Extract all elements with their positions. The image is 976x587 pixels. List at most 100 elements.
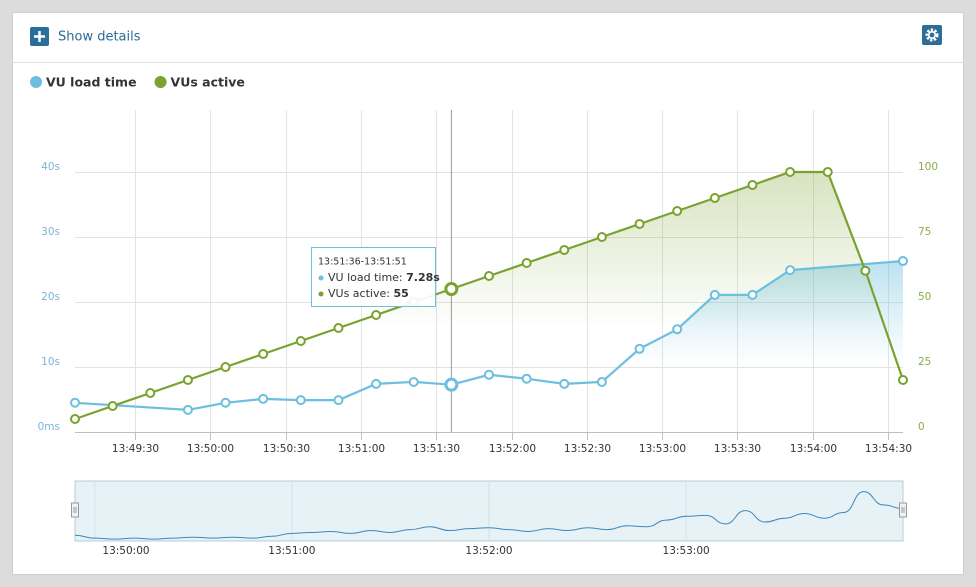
legend-label: VU load time [46,75,137,90]
show-details-label: Show details [58,30,141,45]
point [444,377,459,392]
y2-tick-label: 0 [918,421,925,433]
point [785,167,796,177]
navigator-handle[interactable] [71,502,79,518]
point [898,256,908,267]
point [371,378,382,389]
tooltip: 13:51:36-13:51:51 VU load time: 7.28s VU… [311,247,440,307]
tooltip-dot [318,291,324,297]
point [484,271,494,281]
tooltip-dot [318,275,324,281]
point [484,369,494,380]
show-details-button[interactable]: Show details [30,27,141,46]
navigator: 13:50:00 13:51:00 13:52:00 13:53:00 [71,480,907,557]
gear-ring [927,30,936,39]
y2-tick-label: 50 [918,291,931,303]
navigator-handle[interactable] [899,502,907,518]
x-tick-label: 13:51:00 [338,443,385,455]
point [672,206,683,216]
x-tick-label: 13:54:30 [865,443,912,455]
y2-tick-label: 100 [918,161,938,173]
point [860,265,871,276]
plus-glyph [34,31,45,42]
x-tick-label: 13:52:30 [564,443,611,455]
navigator-tick-label: 13:50:00 [102,545,149,557]
legend-swatch [154,76,167,88]
handle-body [71,502,79,518]
handle-body [899,502,907,518]
point [747,180,758,190]
point [258,349,269,359]
point [822,167,833,177]
y-tick-label: 30s [41,226,60,238]
point [371,310,382,320]
point [70,397,80,408]
point [182,404,193,415]
y2-tick-label: 25 [918,356,931,368]
point [70,414,80,424]
y2-tick-label: 75 [918,226,931,238]
point [107,401,118,411]
point [220,397,231,408]
point [145,388,156,398]
point [295,395,306,406]
point [559,245,570,255]
tooltip-row-value: 7.28s [406,271,440,284]
tooltip-label: VUs active: 55 [328,287,409,300]
point [333,395,344,406]
navigator-tick-label: 13:51:00 [268,545,315,557]
tooltip-box [311,247,436,307]
point [182,375,193,385]
handle-grip [73,507,77,513]
navigator-line [74,491,904,540]
x-tick-label: 13:51:30 [413,443,460,455]
tooltip-row-label: VU load time: [328,271,403,284]
point [220,362,231,372]
point [444,282,459,296]
point [709,193,720,203]
point [521,258,532,268]
x-tick-label: 13:52:00 [489,443,536,455]
point [333,323,344,333]
tooltip-title: 13:51:36-13:51:51 [318,257,407,268]
y-tick-label: 0ms [38,421,60,433]
point [596,232,607,242]
point [408,376,419,387]
point [785,265,796,276]
point [634,343,645,354]
point [747,289,758,300]
navigator-tick-label: 13:52:00 [465,545,512,557]
settings-button[interactable] [922,25,942,45]
gear-icon [922,25,942,45]
y-tick-label: 20s [41,291,60,303]
point [709,289,720,300]
tooltip-row-value: 55 [393,287,408,300]
point [596,376,607,387]
x-tick-label: 13:49:30 [112,443,159,455]
y-tick-label: 40s [41,161,60,173]
point [898,375,908,385]
point [258,393,269,404]
legend: VU load time VUs active [30,75,245,90]
handle-grip [901,507,905,513]
point [634,219,645,229]
areas [75,172,903,432]
point [559,378,570,389]
gear-teeth [925,28,939,42]
series-area [75,172,903,432]
x-tick-label: 13:50:00 [187,443,234,455]
navigator-tick-label: 13:53:00 [663,545,710,557]
point [295,336,306,346]
tooltip-label: VU load time: 7.28s [328,271,440,284]
point [521,373,532,384]
x-tick-label: 13:54:00 [790,443,837,455]
tooltip-row-label: VUs active: [328,287,390,300]
lines [70,167,908,424]
y-tick-label: 10s [41,356,60,368]
x-tick-label: 13:50:30 [263,443,310,455]
legend-label: VUs active [171,75,245,90]
point [672,324,683,335]
x-tick-label: 13:53:30 [714,443,761,455]
legend-swatch [30,76,42,88]
